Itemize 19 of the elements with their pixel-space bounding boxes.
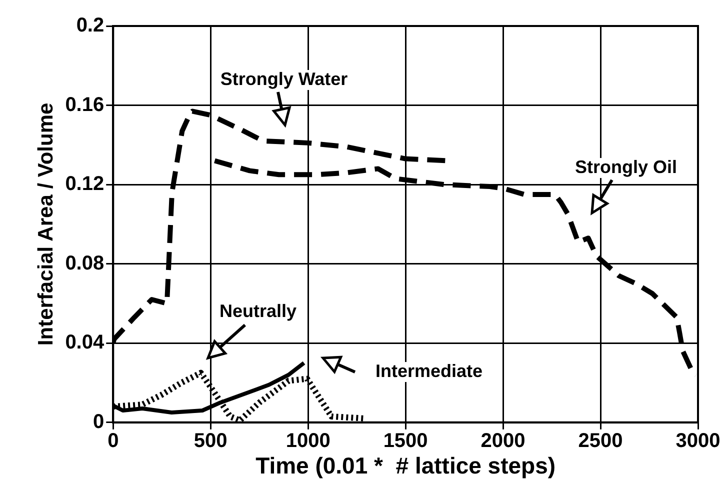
x-tick-label: 2000 <box>480 430 526 452</box>
x-axis-title: Time (0.01 * # lattice steps) <box>256 452 556 479</box>
annotation: Strongly Water <box>220 68 348 89</box>
annotation: Neutrally <box>219 300 297 321</box>
x-tick-label: 3000 <box>676 430 720 452</box>
y-tick-label: 0.12 <box>65 173 104 196</box>
y-tick-label: 0.04 <box>65 332 105 354</box>
x-tick-label: 2500 <box>578 430 623 452</box>
annotation: Strongly Oil <box>574 156 678 177</box>
y-tick-label: 0.2 <box>76 14 104 37</box>
x-tick-label: 1500 <box>383 430 428 452</box>
y-tick-label: 0.08 <box>65 252 104 274</box>
y-axis-title: Interfacial Area / Volume <box>34 102 58 346</box>
x-tick-label: 500 <box>194 430 228 452</box>
y-tick-label: 0.16 <box>65 94 104 116</box>
x-tick-label: 1000 <box>286 430 330 452</box>
annotation: Intermediate <box>375 360 483 381</box>
y-tick-label: 0 <box>93 410 104 433</box>
x-tick-label: 0 <box>108 430 119 452</box>
